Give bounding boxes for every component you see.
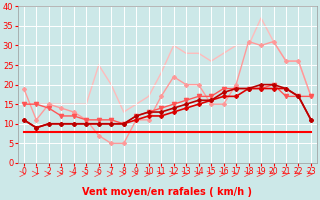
X-axis label: Vent moyen/en rafales ( km/h ): Vent moyen/en rafales ( km/h )	[82, 187, 252, 197]
